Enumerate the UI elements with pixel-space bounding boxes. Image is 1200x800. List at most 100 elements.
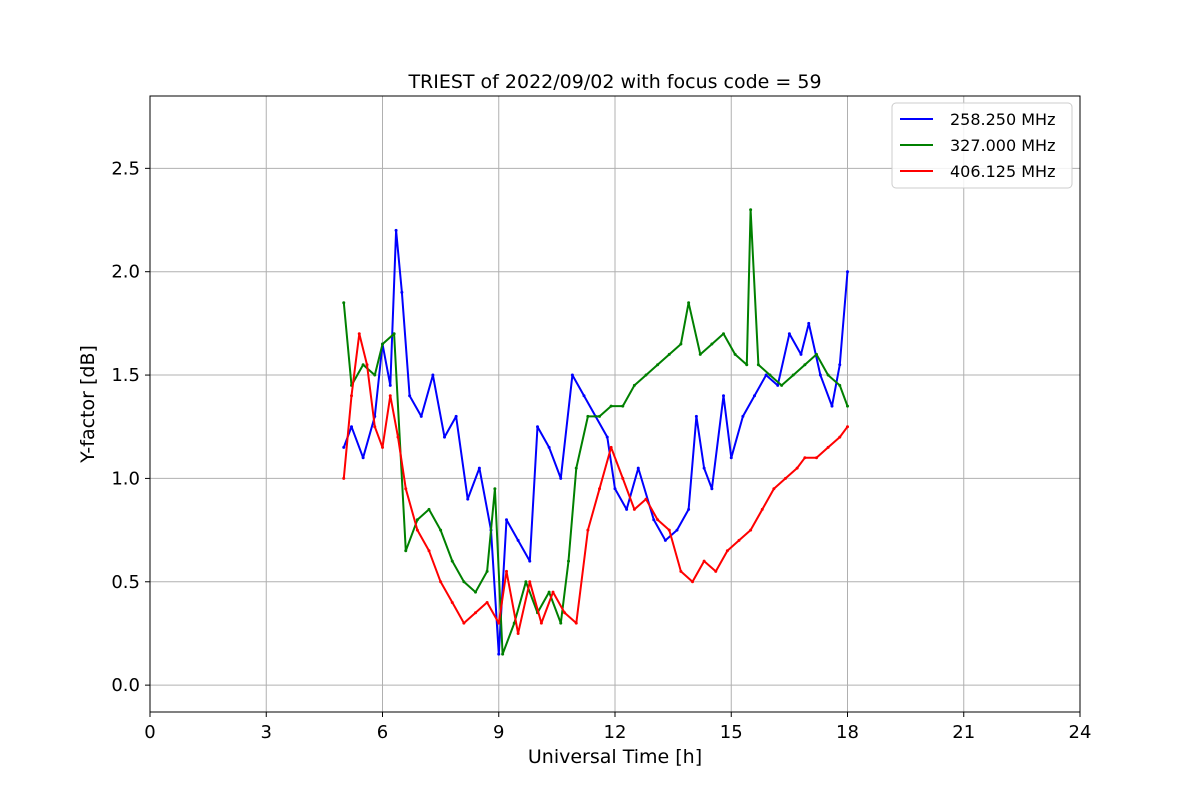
data-point — [656, 363, 660, 367]
data-point — [419, 414, 423, 418]
data-point — [679, 342, 683, 346]
data-point — [524, 580, 528, 584]
data-point — [396, 435, 400, 439]
data-point — [505, 569, 508, 573]
data-point — [756, 363, 760, 367]
x-tick-label: 15 — [720, 722, 743, 743]
data-point — [408, 394, 412, 398]
data-point — [609, 445, 613, 449]
data-point — [547, 590, 551, 594]
data-point — [803, 363, 807, 367]
y-axis-label: Y-factor [dB] — [77, 345, 99, 464]
data-point — [574, 621, 578, 625]
data-point — [807, 321, 811, 325]
series-line-406-125 — [342, 332, 849, 635]
data-point — [687, 507, 691, 511]
x-tick-label: 18 — [836, 722, 859, 743]
y-tick-label: 0.5 — [111, 572, 140, 593]
data-point — [388, 394, 392, 398]
data-point — [350, 425, 353, 429]
legend-box — [891, 102, 1073, 189]
data-point — [361, 363, 365, 367]
data-point — [729, 456, 733, 460]
data-point — [795, 466, 799, 470]
data-point — [722, 394, 725, 398]
data-point — [559, 621, 563, 625]
data-point — [485, 600, 489, 604]
data-point — [501, 652, 505, 656]
data-point — [450, 559, 454, 563]
data-point — [698, 352, 702, 356]
x-tick-label: 12 — [604, 722, 627, 743]
data-point — [644, 373, 648, 377]
data-point — [687, 301, 691, 305]
data-point — [505, 518, 508, 522]
data-point — [450, 600, 454, 604]
data-point — [772, 487, 776, 491]
legend-label-258: 258.250 MHz — [950, 110, 1055, 129]
data-point — [342, 445, 346, 449]
data-point — [675, 528, 679, 532]
data-point — [702, 466, 706, 470]
data-point — [753, 394, 756, 398]
data-point — [694, 414, 698, 418]
data-point — [516, 538, 520, 542]
axis-ticks: 0 3 6 9 12 15 18 21 24 0.0 0.5 1.0 1.5 2.0 2.5 — [111, 158, 1091, 743]
data-point — [663, 538, 667, 542]
data-point — [497, 621, 501, 625]
series-line-258-250 — [342, 229, 849, 656]
data-point — [567, 559, 570, 563]
data-point — [462, 621, 466, 625]
data-point — [609, 404, 613, 408]
data-point — [477, 466, 481, 470]
y-tick-label: 2.0 — [111, 262, 140, 283]
data-point — [586, 414, 590, 418]
data-point — [815, 456, 818, 460]
data-point — [644, 497, 648, 501]
data-point — [846, 425, 849, 429]
data-point — [791, 373, 795, 377]
legend: 258.250 MHz 327.000 MHz 406.125 MHz — [891, 102, 1073, 189]
data-point — [400, 290, 404, 294]
data-point — [516, 631, 520, 635]
data-point — [667, 352, 671, 356]
data-point — [373, 373, 377, 377]
data-point — [528, 580, 532, 584]
data-point — [652, 518, 656, 522]
data-point — [439, 580, 443, 584]
data-point — [427, 549, 431, 553]
y-tick-label: 2.5 — [111, 158, 140, 179]
data-point — [784, 476, 787, 480]
data-point — [691, 580, 694, 584]
data-point — [741, 414, 745, 418]
y-tick-label: 1.5 — [111, 365, 140, 386]
data-point — [547, 445, 551, 449]
x-tick-label: 3 — [261, 722, 272, 743]
data-point — [598, 487, 601, 491]
data-point — [803, 456, 807, 460]
data-point — [632, 507, 636, 511]
y-tick-label: 1.0 — [111, 468, 140, 489]
data-point — [710, 487, 714, 491]
data-point — [454, 414, 458, 418]
data-point — [551, 590, 555, 594]
data-point — [582, 394, 586, 398]
data-point — [679, 569, 683, 573]
data-point — [415, 518, 419, 522]
data-point — [559, 476, 563, 480]
data-point — [404, 487, 408, 491]
data-point — [846, 270, 849, 274]
data-point — [574, 466, 578, 470]
data-point — [826, 445, 830, 449]
data-point — [764, 373, 768, 377]
data-point — [361, 456, 365, 460]
data-point — [780, 383, 784, 387]
x-tick-label: 6 — [377, 722, 388, 743]
data-point — [394, 228, 398, 232]
x-tick-label: 24 — [1069, 722, 1092, 743]
data-point — [431, 373, 435, 377]
data-point — [474, 611, 477, 615]
grid-lines — [149, 96, 1081, 712]
data-point — [749, 208, 753, 212]
data-point — [427, 507, 431, 511]
